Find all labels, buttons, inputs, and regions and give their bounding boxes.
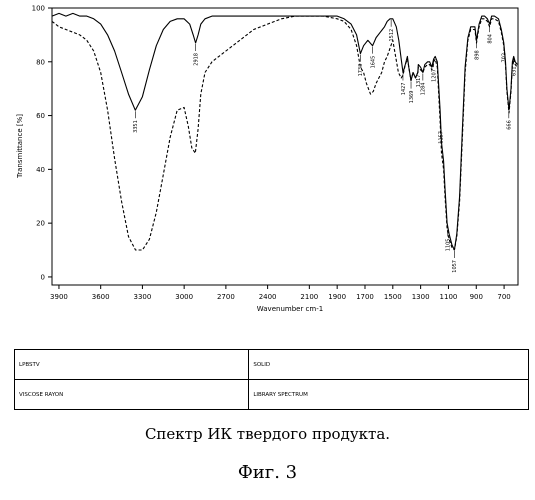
- x-tick-label: 1900: [328, 293, 346, 301]
- table-cell: LIBRARY SPECTRUM: [249, 380, 529, 410]
- table-cell: VISCOSE RAYON: [15, 380, 249, 410]
- x-tick-label: 1300: [412, 293, 430, 301]
- x-tick-label: 3900: [50, 293, 68, 301]
- series-layer: [52, 13, 517, 250]
- x-tick-label: 1500: [384, 293, 402, 301]
- table-row: VISCOSE RAYON LIBRARY SPECTRUM: [15, 380, 529, 410]
- x-tick-label: 3000: [175, 293, 193, 301]
- peak-label: 804: [487, 34, 493, 44]
- x-tick-label: 700: [497, 293, 510, 301]
- figure-label: Фиг. 3: [0, 462, 535, 483]
- peak-label: 1512: [389, 29, 395, 42]
- peak-label: 1733: [358, 64, 364, 77]
- y-axis-ticks: 0 20 40 60 80 100: [32, 5, 52, 282]
- x-tick-label: 3600: [92, 293, 110, 301]
- series-line-dashed: [52, 16, 517, 250]
- x-axis-ticks: 3900 3600 3300 3000 2700 2400 2100 1900 1700 1500…: [50, 285, 511, 301]
- peak-label: 1105: [446, 239, 452, 252]
- x-tick-label: 3300: [134, 293, 152, 301]
- x-tick-label: 2100: [300, 293, 318, 301]
- peak-label: 898: [474, 50, 480, 60]
- peak-label: 2918: [193, 53, 199, 66]
- x-tick-label: 1700: [356, 293, 374, 301]
- y-tick-label: 0: [41, 273, 45, 281]
- peak-label: 666: [507, 120, 513, 130]
- spectrum-info-table: LPBSTV SOLID VISCOSE RAYON LIBRARY SPECT…: [14, 349, 529, 410]
- x-tick-label: 2700: [217, 293, 235, 301]
- table-row: LPBSTV SOLID: [15, 350, 529, 380]
- y-tick-label: 20: [36, 220, 45, 228]
- peak-label: 1207: [431, 69, 437, 82]
- peak-label: 631: [512, 66, 518, 76]
- x-tick-label: 1100: [440, 293, 458, 301]
- figure-caption: Спектр ИК твердого продукта.: [0, 425, 535, 443]
- peak-label: 1284: [421, 83, 427, 96]
- peak-label: 1057: [452, 260, 458, 273]
- peak-label: 1645: [370, 56, 376, 69]
- y-tick-label: 80: [36, 58, 45, 66]
- x-tick-label: 900: [470, 293, 483, 301]
- ir-spectrum-chart: 0 20 40 60 80 100 3900 3600 3300 3000 2700 2400 210…: [0, 0, 535, 340]
- table-cell: LPBSTV: [15, 350, 249, 380]
- peak-label: 3351: [133, 120, 139, 133]
- y-axis-label: Transmittance [%]: [16, 114, 24, 179]
- peak-label: 1157: [438, 131, 444, 144]
- y-tick-label: 100: [32, 5, 45, 13]
- peak-label: 702: [502, 53, 508, 63]
- peak-label: 1369: [409, 91, 415, 104]
- series-line-solid: [52, 13, 517, 250]
- table-cell: SOLID: [249, 350, 529, 380]
- peak-labels: 3351291817331645151214271369131712841207…: [133, 20, 517, 273]
- x-tick-label: 2400: [259, 293, 277, 301]
- x-axis-label: Wavenumber cm-1: [257, 305, 323, 313]
- peak-label: 1427: [401, 83, 407, 96]
- y-tick-label: 60: [36, 112, 45, 120]
- y-tick-label: 40: [36, 166, 45, 174]
